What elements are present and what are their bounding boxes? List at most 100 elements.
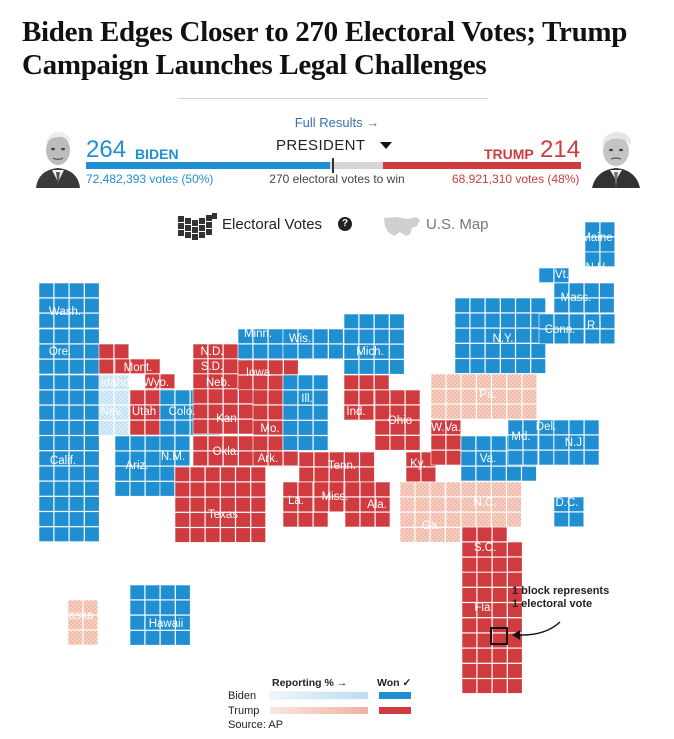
state-label: Nev. <box>101 406 124 418</box>
electoral-block <box>53 389 70 406</box>
state-nj[interactable] <box>553 419 600 466</box>
electoral-block <box>584 450 600 466</box>
electoral-block <box>223 403 239 420</box>
state-texas[interactable] <box>174 466 266 543</box>
electoral-block <box>235 527 251 543</box>
electoral-block <box>399 527 415 543</box>
electoral-block <box>491 481 507 497</box>
electoral-block <box>267 450 284 467</box>
electoral-block <box>538 328 554 345</box>
state-wash[interactable] <box>38 282 100 329</box>
trump-portrait <box>592 132 640 188</box>
electoral-block <box>114 466 130 482</box>
electoral-block <box>569 313 585 329</box>
electoral-block <box>174 404 191 421</box>
state-label: Va. <box>480 453 496 465</box>
race-selector-label: PRESIDENT <box>276 137 366 154</box>
state-ill[interactable] <box>282 374 329 451</box>
electoral-block <box>38 389 54 406</box>
state-pa[interactable] <box>430 373 538 420</box>
electoral-votes-toggle[interactable]: Electoral Votes ? <box>176 212 356 242</box>
electoral-block <box>313 374 329 390</box>
electoral-block <box>129 404 145 421</box>
legend-biden-label: Biden <box>228 690 257 702</box>
state-ri[interactable] <box>584 313 616 345</box>
help-icon[interactable]: ? <box>338 217 352 231</box>
electoral-block <box>297 496 314 513</box>
state-label: W.Va. <box>431 422 461 434</box>
state-md[interactable] <box>507 419 539 466</box>
electoral-block <box>189 512 206 528</box>
state-dc[interactable] <box>553 496 585 528</box>
state-tenn[interactable] <box>298 451 375 483</box>
state-maine[interactable] <box>584 221 616 253</box>
electoral-block <box>237 374 253 391</box>
state-mont[interactable] <box>114 358 161 374</box>
electoral-block <box>69 389 85 406</box>
electoral-block <box>159 481 175 497</box>
electoral-block <box>98 358 114 375</box>
electoral-block <box>144 584 161 600</box>
electoral-block <box>476 541 493 558</box>
state-mass[interactable] <box>553 282 615 314</box>
electoral-block <box>492 617 508 633</box>
state-conn[interactable] <box>538 313 585 345</box>
electoral-block <box>507 450 523 466</box>
state-hawaii[interactable] <box>129 584 191 646</box>
electoral-block <box>515 328 531 344</box>
state-label: N.M. <box>161 451 185 463</box>
electoral-block <box>129 450 146 467</box>
state-nh[interactable] <box>584 251 616 267</box>
electoral-block <box>584 221 600 237</box>
electoral-block <box>297 328 314 344</box>
state-ny[interactable] <box>454 297 546 374</box>
state-calif[interactable] <box>38 374 100 542</box>
state-label: Hawaii <box>149 618 184 630</box>
electoral-block <box>328 328 344 344</box>
electoral-block <box>223 419 239 435</box>
state-alaska[interactable] <box>67 599 99 646</box>
electoral-block <box>553 419 569 435</box>
state-wis[interactable] <box>282 328 344 360</box>
state-ore[interactable] <box>38 328 100 375</box>
electoral-block <box>298 451 314 467</box>
state-sc[interactable] <box>461 526 508 573</box>
race-selector-dropdown[interactable]: PRESIDENT <box>276 137 396 159</box>
state-wva[interactable] <box>430 419 462 466</box>
electoral-block <box>113 343 130 359</box>
electoral-block <box>343 313 359 329</box>
electoral-block <box>500 297 516 313</box>
electoral-block <box>530 358 546 374</box>
state-label: Vt. <box>555 269 569 281</box>
electoral-block <box>238 450 254 467</box>
electoral-block <box>238 435 254 451</box>
state-ala[interactable] <box>344 481 391 528</box>
electoral-block <box>328 343 344 360</box>
state-del[interactable] <box>538 419 554 466</box>
state-vt[interactable] <box>538 267 570 283</box>
state-ariz[interactable] <box>114 435 161 497</box>
electoral-block <box>53 526 70 542</box>
legend-trump-label: Trump <box>228 705 260 717</box>
electoral-block <box>297 512 314 528</box>
electoral-block <box>461 388 477 405</box>
state-label: Kan. <box>216 413 240 425</box>
electoral-block <box>389 359 405 375</box>
electoral-block <box>515 358 531 374</box>
electoral-block <box>250 527 266 543</box>
electoral-block <box>469 358 486 374</box>
divider <box>178 98 488 99</box>
electoral-block <box>506 496 522 513</box>
electoral-block <box>223 435 239 451</box>
us-map-toggle[interactable]: U.S. Map <box>382 212 502 242</box>
state-ohio[interactable] <box>374 389 421 451</box>
state-nc[interactable] <box>445 481 522 528</box>
electoral-block <box>69 297 85 314</box>
electoral-block <box>399 512 415 528</box>
electoral-block <box>374 328 390 345</box>
electoral-block <box>220 466 236 482</box>
state-mich[interactable] <box>343 313 405 375</box>
state-nev[interactable] <box>98 374 130 436</box>
full-results-link[interactable]: Full Results → <box>294 115 380 130</box>
electoral-block <box>358 313 375 329</box>
